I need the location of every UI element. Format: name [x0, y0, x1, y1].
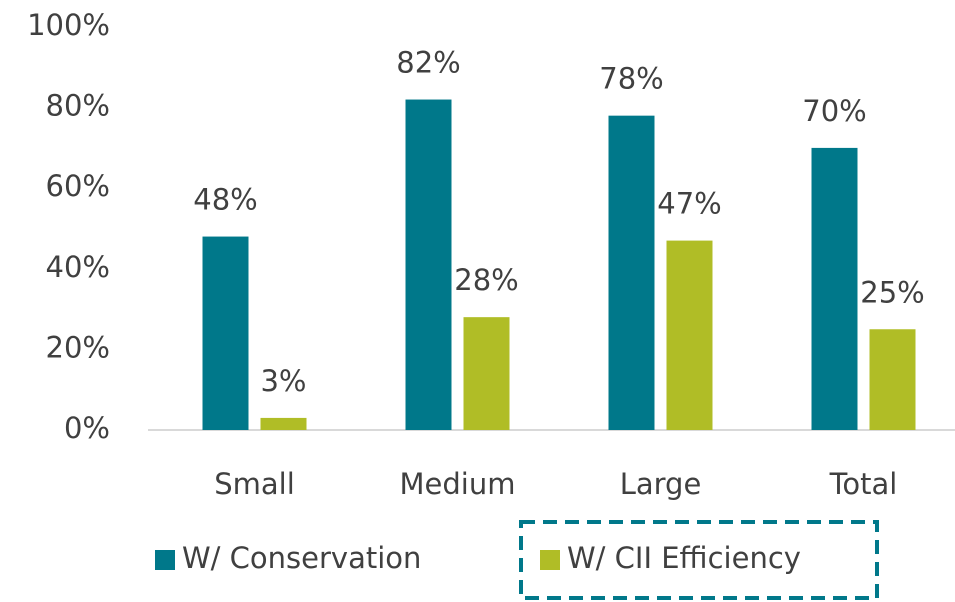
bar	[811, 147, 858, 430]
value-label: 78%	[599, 62, 663, 96]
value-label: 47%	[657, 187, 721, 221]
x-tick-label: Large	[620, 467, 702, 501]
y-tick-label: 40%	[46, 250, 110, 284]
bar	[202, 236, 249, 430]
x-tick-label: Total	[829, 467, 898, 501]
bar	[463, 317, 510, 430]
legend-label: W/ Conservation	[182, 541, 421, 575]
bar	[666, 240, 713, 430]
highlight-box	[519, 520, 879, 600]
x-tick-label: Small	[214, 467, 295, 501]
y-tick-label: 20%	[46, 330, 110, 364]
value-label: 3%	[260, 364, 306, 398]
bar	[608, 115, 655, 430]
x-tick-label: Medium	[400, 467, 516, 501]
legend-swatch	[540, 550, 560, 570]
value-label: 48%	[193, 183, 257, 217]
bar	[260, 417, 307, 430]
legend-label: W/ CII Efficiency	[567, 541, 801, 575]
bar	[405, 99, 452, 430]
value-label: 25%	[860, 275, 924, 309]
legend-swatch	[155, 550, 175, 570]
y-tick-label: 0%	[64, 411, 110, 445]
bar	[869, 329, 916, 430]
value-label: 70%	[802, 94, 866, 128]
y-tick-label: 100%	[27, 8, 110, 42]
y-tick-label: 80%	[46, 89, 110, 123]
value-label: 82%	[396, 46, 460, 80]
y-tick-label: 60%	[46, 169, 110, 203]
value-label: 28%	[454, 263, 518, 297]
